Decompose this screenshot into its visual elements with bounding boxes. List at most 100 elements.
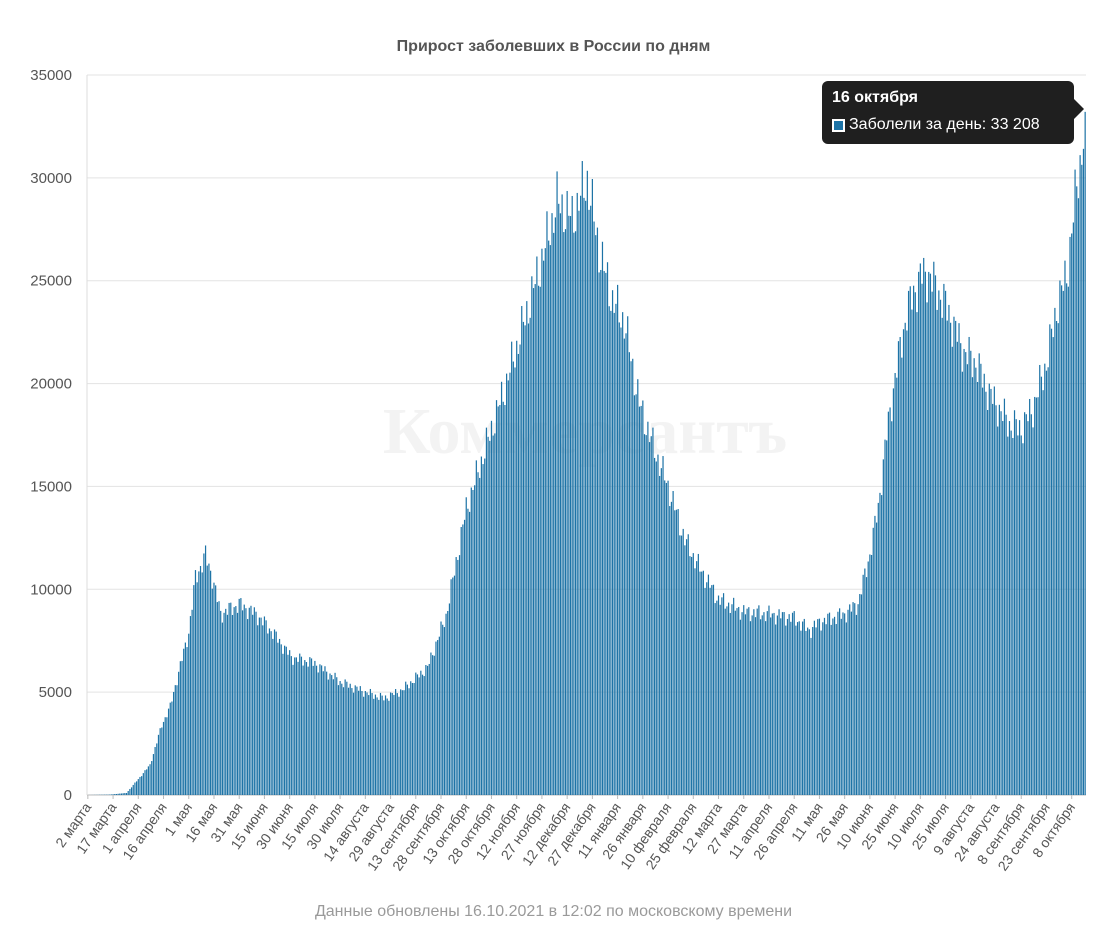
- bar[interactable]: [987, 410, 989, 795]
- bar[interactable]: [611, 290, 614, 795]
- bar[interactable]: [605, 272, 607, 796]
- bar[interactable]: [738, 606, 740, 795]
- bar[interactable]: [490, 420, 493, 795]
- bar[interactable]: [778, 609, 780, 795]
- bar[interactable]: [216, 602, 218, 795]
- bar[interactable]: [564, 229, 567, 795]
- bar[interactable]: [1071, 233, 1073, 796]
- bar[interactable]: [273, 629, 276, 795]
- bar[interactable]: [852, 602, 854, 795]
- bar[interactable]: [648, 442, 651, 795]
- bar[interactable]: [699, 571, 701, 795]
- bar[interactable]: [514, 367, 516, 795]
- bar[interactable]: [635, 394, 637, 795]
- bar[interactable]: [951, 346, 953, 795]
- bar[interactable]: [901, 357, 903, 795]
- bar[interactable]: [487, 436, 489, 795]
- bar[interactable]: [874, 515, 876, 795]
- bar[interactable]: [386, 698, 388, 795]
- bar[interactable]: [568, 215, 570, 795]
- bar[interactable]: [655, 461, 657, 795]
- bar[interactable]: [585, 200, 587, 795]
- bar[interactable]: [1027, 421, 1029, 795]
- bar[interactable]: [988, 383, 990, 795]
- bar[interactable]: [1052, 337, 1054, 795]
- bar[interactable]: [647, 421, 649, 795]
- bar[interactable]: [980, 363, 982, 795]
- bar[interactable]: [887, 411, 889, 795]
- bar[interactable]: [546, 211, 548, 796]
- bar[interactable]: [1017, 435, 1019, 795]
- bar[interactable]: [477, 472, 479, 795]
- bar[interactable]: [437, 640, 439, 795]
- bar[interactable]: [114, 794, 116, 795]
- bar[interactable]: [576, 192, 578, 795]
- bar[interactable]: [790, 621, 792, 795]
- bar[interactable]: [548, 240, 550, 796]
- bar[interactable]: [689, 556, 691, 795]
- bar[interactable]: [253, 607, 255, 795]
- bar[interactable]: [889, 407, 891, 795]
- bar[interactable]: [1082, 148, 1085, 796]
- bar[interactable]: [998, 404, 1000, 795]
- bar[interactable]: [351, 688, 353, 795]
- bar[interactable]: [544, 248, 546, 795]
- bar[interactable]: [236, 612, 239, 795]
- bar[interactable]: [877, 502, 879, 795]
- bar[interactable]: [334, 672, 336, 795]
- bar[interactable]: [610, 310, 612, 795]
- bar[interactable]: [326, 671, 328, 795]
- bar[interactable]: [593, 221, 595, 796]
- bar[interactable]: [278, 638, 281, 795]
- bar[interactable]: [462, 524, 464, 795]
- bar[interactable]: [517, 353, 519, 795]
- bar[interactable]: [494, 433, 496, 795]
- bar[interactable]: [1035, 397, 1037, 795]
- bar[interactable]: [199, 565, 202, 795]
- bar[interactable]: [243, 604, 245, 795]
- bar[interactable]: [403, 690, 405, 795]
- bar[interactable]: [849, 604, 851, 795]
- bar[interactable]: [569, 216, 572, 795]
- bar[interactable]: [807, 627, 809, 795]
- bar[interactable]: [968, 336, 970, 795]
- bar[interactable]: [830, 624, 832, 795]
- bar[interactable]: [886, 440, 888, 795]
- bar[interactable]: [692, 553, 694, 795]
- bar[interactable]: [633, 395, 636, 795]
- bar[interactable]: [823, 617, 826, 795]
- bar[interactable]: [366, 692, 368, 795]
- bar[interactable]: [583, 197, 585, 796]
- bar[interactable]: [1066, 283, 1068, 795]
- bar[interactable]: [231, 614, 234, 795]
- bar[interactable]: [125, 793, 128, 795]
- bar[interactable]: [297, 661, 299, 795]
- bar[interactable]: [598, 272, 600, 795]
- bar[interactable]: [186, 647, 188, 795]
- bar[interactable]: [511, 341, 513, 795]
- bar[interactable]: [1013, 410, 1016, 795]
- bar[interactable]: [992, 403, 994, 795]
- bar[interactable]: [828, 612, 831, 795]
- bar[interactable]: [223, 612, 225, 795]
- bar[interactable]: [859, 594, 861, 795]
- bar[interactable]: [263, 616, 266, 795]
- bar[interactable]: [319, 664, 321, 795]
- bar[interactable]: [420, 670, 422, 795]
- bar[interactable]: [299, 653, 301, 795]
- bar[interactable]: [1076, 186, 1078, 796]
- bar[interactable]: [595, 235, 597, 795]
- bar[interactable]: [1015, 419, 1017, 795]
- bar[interactable]: [315, 665, 318, 795]
- bar[interactable]: [637, 379, 639, 795]
- bar[interactable]: [665, 482, 667, 795]
- bar[interactable]: [765, 621, 767, 795]
- bar[interactable]: [171, 701, 173, 795]
- bar[interactable]: [1045, 370, 1048, 795]
- bar[interactable]: [393, 694, 395, 795]
- bar[interactable]: [971, 377, 974, 795]
- bar[interactable]: [465, 497, 467, 795]
- bar[interactable]: [379, 692, 382, 795]
- bar[interactable]: [346, 681, 348, 795]
- bar[interactable]: [327, 679, 329, 795]
